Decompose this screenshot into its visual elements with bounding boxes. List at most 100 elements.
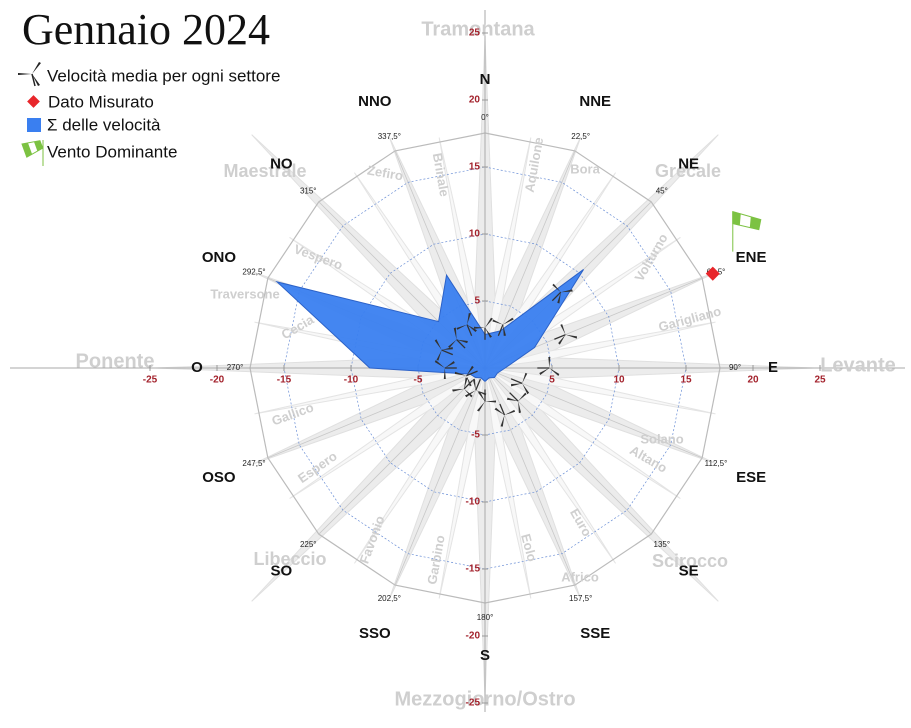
turbine-pole [466, 370, 478, 377]
turbine-blades [456, 313, 477, 332]
mean-turbine [510, 372, 530, 395]
mean-turbine [554, 324, 578, 345]
turbine-pole [510, 378, 523, 384]
direction-label: SE [679, 563, 699, 580]
direction-label: NE [678, 155, 699, 172]
turbine-pole [463, 379, 474, 390]
turbine-blades [539, 357, 560, 376]
direction-label: E [768, 359, 778, 376]
compass-ray [484, 367, 532, 599]
direction-label: NNO [358, 93, 392, 110]
mean-turbine [456, 313, 477, 337]
direction-label: O [191, 359, 203, 376]
direction-label: SSO [359, 625, 391, 642]
wind-name: Solano [640, 431, 683, 446]
wind-name: Africo [561, 569, 599, 584]
y-tick-label: 5 [474, 296, 480, 307]
angle-label: 315° [300, 186, 317, 195]
legend-label: Σ delle velocità [47, 115, 161, 134]
turbine-pole [466, 324, 473, 337]
turbine-pole [441, 349, 454, 356]
angle-label: 180° [477, 613, 494, 622]
x-tick-label: -10 [344, 375, 359, 386]
dominant-windsock [732, 210, 762, 252]
compass-ray [354, 367, 486, 564]
angle-label: 270° [227, 363, 244, 372]
mean-turbine [474, 317, 493, 340]
chart-title: Gennaio 2024 [22, 5, 270, 54]
radial-line [394, 367, 486, 586]
turbine-pole [456, 339, 466, 349]
y-tick-label: 20 [469, 95, 481, 106]
x-tick-label: 20 [747, 375, 759, 386]
angle-label: 45° [656, 186, 668, 195]
turbine-pole [475, 378, 481, 391]
mean-turbine [477, 389, 496, 412]
mean-turbine [448, 327, 468, 349]
turbine-pole [499, 403, 506, 416]
y-tick-label: 25 [469, 28, 481, 39]
x-tick-label: -15 [277, 375, 292, 386]
wind-name: Levante [820, 354, 896, 376]
turbine-blades [510, 372, 530, 395]
angle-label: 247,5° [242, 459, 265, 468]
angle-label: 337,5° [378, 132, 401, 141]
compass-ray [289, 367, 486, 499]
mean-turbine [452, 377, 474, 398]
radial-line [318, 367, 486, 535]
angle-label: 225° [300, 540, 317, 549]
y-tick-label: 10 [469, 229, 481, 240]
legend-swatch [27, 118, 41, 132]
radial-line [267, 367, 486, 459]
mean-turbine [434, 360, 457, 379]
angle-label: 112,5° [705, 459, 728, 468]
legend-label: Dato Misurato [48, 92, 154, 111]
turbine-pole [509, 392, 519, 402]
wind-name: Grecale [655, 161, 721, 181]
direction-label: NO [270, 155, 293, 172]
mean-turbine [551, 283, 573, 304]
turbine-pole [497, 324, 504, 337]
mean-turbine [454, 365, 478, 387]
wind-name: Ponente [76, 350, 155, 372]
wind-name: Maestrale [223, 161, 306, 181]
angle-label: 135° [654, 540, 671, 549]
x-tick-label: -25 [143, 375, 158, 386]
turbine-blades [506, 392, 527, 414]
grid-ring [350, 233, 620, 503]
direction-label: S [480, 647, 490, 664]
wind-name: Mezzogiorno/Ostro [394, 688, 575, 710]
turbine-blades [492, 317, 514, 336]
direction-label: SO [271, 563, 293, 580]
turbine-blades [448, 327, 468, 349]
turbine-pole [551, 291, 562, 302]
wind-name: Bora [570, 161, 600, 176]
turbine-blades [477, 391, 496, 412]
turbine-blades [474, 317, 493, 338]
turbine-blades [558, 324, 578, 345]
angle-label: 0° [481, 113, 489, 122]
angle-label: 202,5° [378, 594, 401, 603]
windsock-stripe [732, 211, 761, 230]
compass-ray [484, 367, 716, 415]
compass-ray [484, 321, 716, 369]
measured-point [705, 266, 720, 281]
turbine-blades [452, 377, 473, 398]
direction-label: ESE [736, 469, 766, 486]
turbine-blades [494, 407, 516, 427]
x-tick-label: -20 [210, 375, 225, 386]
x-tick-label: -5 [414, 375, 423, 386]
sum-area [275, 269, 584, 383]
wind-name: Traversone [210, 286, 279, 301]
grid-ring [283, 166, 687, 570]
compass-ray [484, 137, 532, 369]
x-tick-label: 25 [814, 375, 826, 386]
mean-turbine [492, 317, 514, 337]
mean-turbine [464, 378, 487, 398]
turbine-blades [552, 283, 573, 304]
direction-label: SSE [580, 625, 610, 642]
legend: Velocità media per ogni settore Dato Mis… [18, 62, 280, 166]
legend-label: Velocità media per ogni settore [47, 66, 280, 85]
turbine-blades [434, 339, 453, 361]
